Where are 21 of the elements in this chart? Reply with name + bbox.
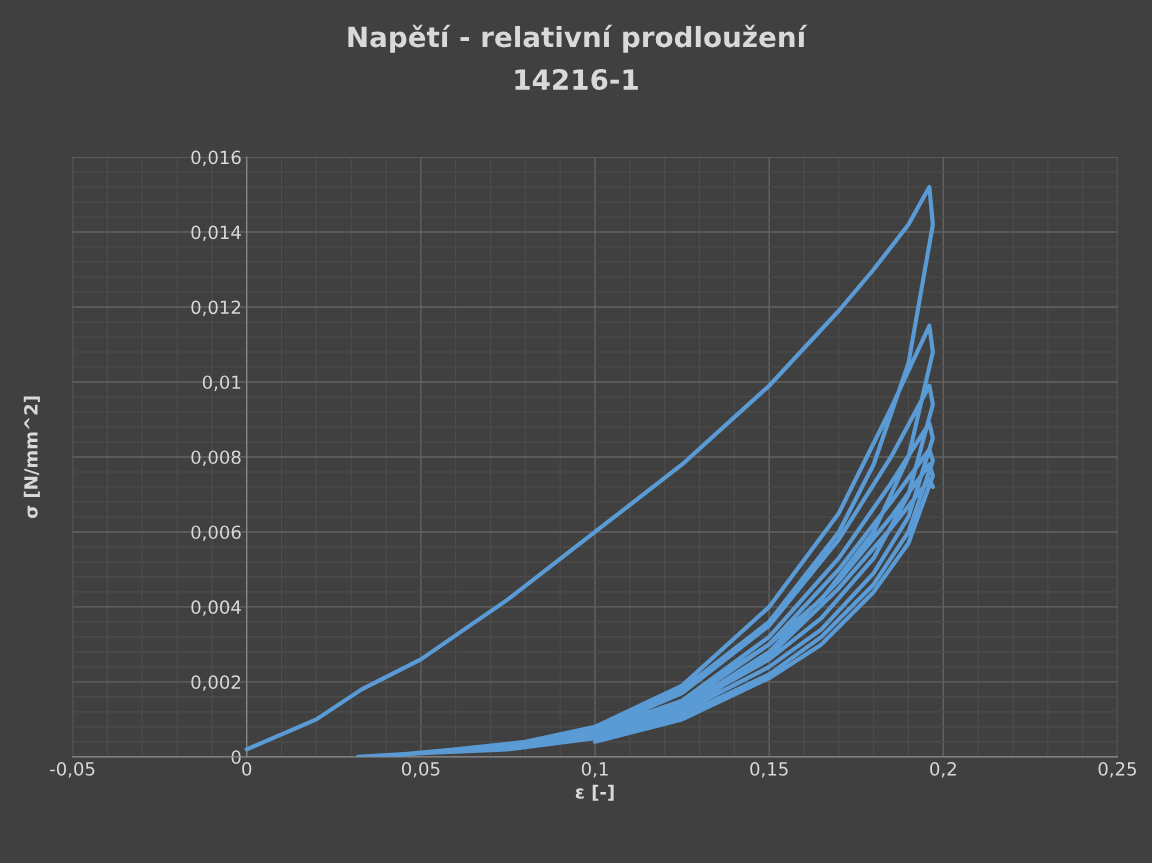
- x-axis-title: ε [-]: [575, 784, 614, 801]
- y-tick-label: 0,012: [191, 300, 241, 316]
- chart-title: Napětí - relativní prodloužení: [348, 24, 808, 53]
- y-tick-label: 0,016: [191, 150, 241, 167]
- y-tick-label: 0,01: [202, 375, 241, 391]
- y-axis-title: σ [N/mm^2]: [23, 396, 40, 519]
- x-tick-label: 0,15: [750, 762, 788, 778]
- line-series: [244, 184, 935, 757]
- x-tick-label: -0,05: [50, 762, 95, 778]
- x-tick-label: 0,25: [1098, 762, 1136, 778]
- y-tick-label: 0,004: [191, 600, 241, 616]
- y-tick-label: 0: [231, 750, 241, 764]
- y-tick-label: 0,002: [191, 675, 241, 691]
- x-tick-label: 0,05: [401, 762, 440, 778]
- x-tick-label: 0: [242, 762, 252, 776]
- chart-subtitle: 14216-1: [515, 69, 638, 91]
- y-tick-label: 0,014: [191, 225, 241, 241]
- y-tick-label: 0,006: [191, 525, 241, 541]
- x-tick-label: 0,1: [581, 762, 608, 778]
- y-tick-label: 0,008: [191, 450, 241, 466]
- x-tick-label: 0,2: [930, 762, 956, 778]
